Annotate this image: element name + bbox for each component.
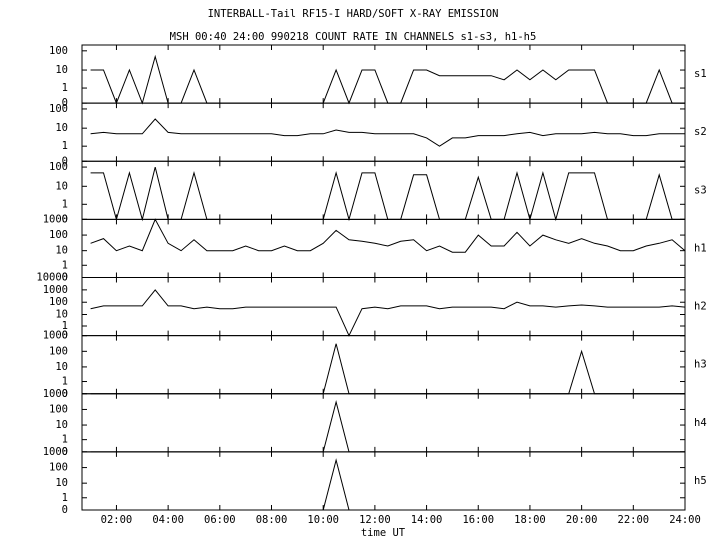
y-tick-label: 0 bbox=[62, 446, 68, 458]
y-tick-label: 0 bbox=[62, 388, 68, 400]
y-tick-label: 1000 bbox=[43, 388, 68, 400]
data-line bbox=[90, 289, 686, 337]
series-label: h2 bbox=[694, 301, 707, 313]
x-tick-label: 08:00 bbox=[256, 514, 288, 526]
y-tick-label: 10 bbox=[55, 64, 68, 76]
y-tick-label: 10 bbox=[55, 361, 68, 373]
series-label: h3 bbox=[694, 359, 707, 371]
y-tick-label: 0 bbox=[62, 155, 68, 167]
y-tick-label: 10 bbox=[55, 245, 68, 257]
y-tick-label: 0 bbox=[62, 330, 68, 342]
x-tick-label: 10:00 bbox=[307, 514, 339, 526]
y-tick-label: 1 bbox=[62, 376, 68, 388]
y-tick-label: 1 bbox=[62, 434, 68, 446]
x-tick-label: 22:00 bbox=[618, 514, 650, 526]
chart-subtitle: MSH 00:40 24:00 990218 COUNT RATE IN CHA… bbox=[170, 31, 537, 43]
x-tick-label: 24:00 bbox=[669, 514, 701, 526]
x-tick-label: 06:00 bbox=[204, 514, 236, 526]
y-tick-label: 100 bbox=[49, 45, 68, 57]
y-tick-label: 100 bbox=[49, 229, 68, 241]
y-tick-label: 10 bbox=[55, 419, 68, 431]
y-tick-label: 1000 bbox=[43, 330, 68, 342]
y-tick-label: 1000 bbox=[43, 284, 68, 296]
data-line bbox=[90, 458, 685, 511]
y-tick-label: 100 bbox=[49, 462, 68, 474]
series-label: s3 bbox=[694, 184, 707, 196]
x-tick-label: 14:00 bbox=[411, 514, 443, 526]
y-tick-label: 100 bbox=[49, 161, 68, 173]
y-tick-label: 1 bbox=[62, 198, 68, 210]
y-tick-label: 10000 bbox=[36, 272, 68, 284]
y-tick-label: 100 bbox=[49, 345, 68, 357]
series-label: s2 bbox=[694, 126, 707, 138]
chart-title: INTERBALL-Tail RF15-I HARD/SOFT X-RAY EM… bbox=[208, 8, 499, 20]
series-label: h4 bbox=[694, 417, 707, 429]
y-tick-label: 10 bbox=[55, 477, 68, 489]
y-tick-label: 0 bbox=[62, 213, 68, 225]
series-label: h5 bbox=[694, 475, 707, 487]
y-tick-label: 1000 bbox=[43, 446, 68, 458]
x-axis-label: time UT bbox=[361, 527, 406, 539]
y-tick-label: 0 bbox=[62, 504, 68, 516]
x-tick-label: 12:00 bbox=[359, 514, 391, 526]
x-tick-label: 18:00 bbox=[514, 514, 546, 526]
y-tick-label: 1 bbox=[62, 259, 68, 271]
y-tick-label: 10 bbox=[55, 180, 68, 192]
series-label: h1 bbox=[694, 242, 707, 254]
x-tick-label: 16:00 bbox=[462, 514, 494, 526]
data-line bbox=[90, 218, 686, 253]
series-label: s1 bbox=[694, 68, 707, 80]
y-tick-label: 1 bbox=[62, 492, 68, 504]
y-tick-label: 0 bbox=[62, 97, 68, 109]
x-tick-label: 20:00 bbox=[566, 514, 598, 526]
y-tick-label: 100 bbox=[49, 296, 68, 308]
y-tick-label: 10 bbox=[55, 122, 68, 134]
y-tick-label: 1 bbox=[62, 82, 68, 94]
x-tick-label: 04:00 bbox=[152, 514, 184, 526]
y-tick-label: 100 bbox=[49, 103, 68, 115]
x-tick-label: 02:00 bbox=[101, 514, 133, 526]
y-tick-label: 1 bbox=[62, 140, 68, 152]
y-tick-label: 0 bbox=[62, 272, 68, 284]
y-tick-label: 100 bbox=[49, 403, 68, 415]
data-line bbox=[90, 118, 685, 147]
y-tick-label: 10 bbox=[55, 309, 68, 321]
y-tick-label: 1 bbox=[62, 320, 68, 332]
y-tick-label: 1000 bbox=[43, 213, 68, 225]
